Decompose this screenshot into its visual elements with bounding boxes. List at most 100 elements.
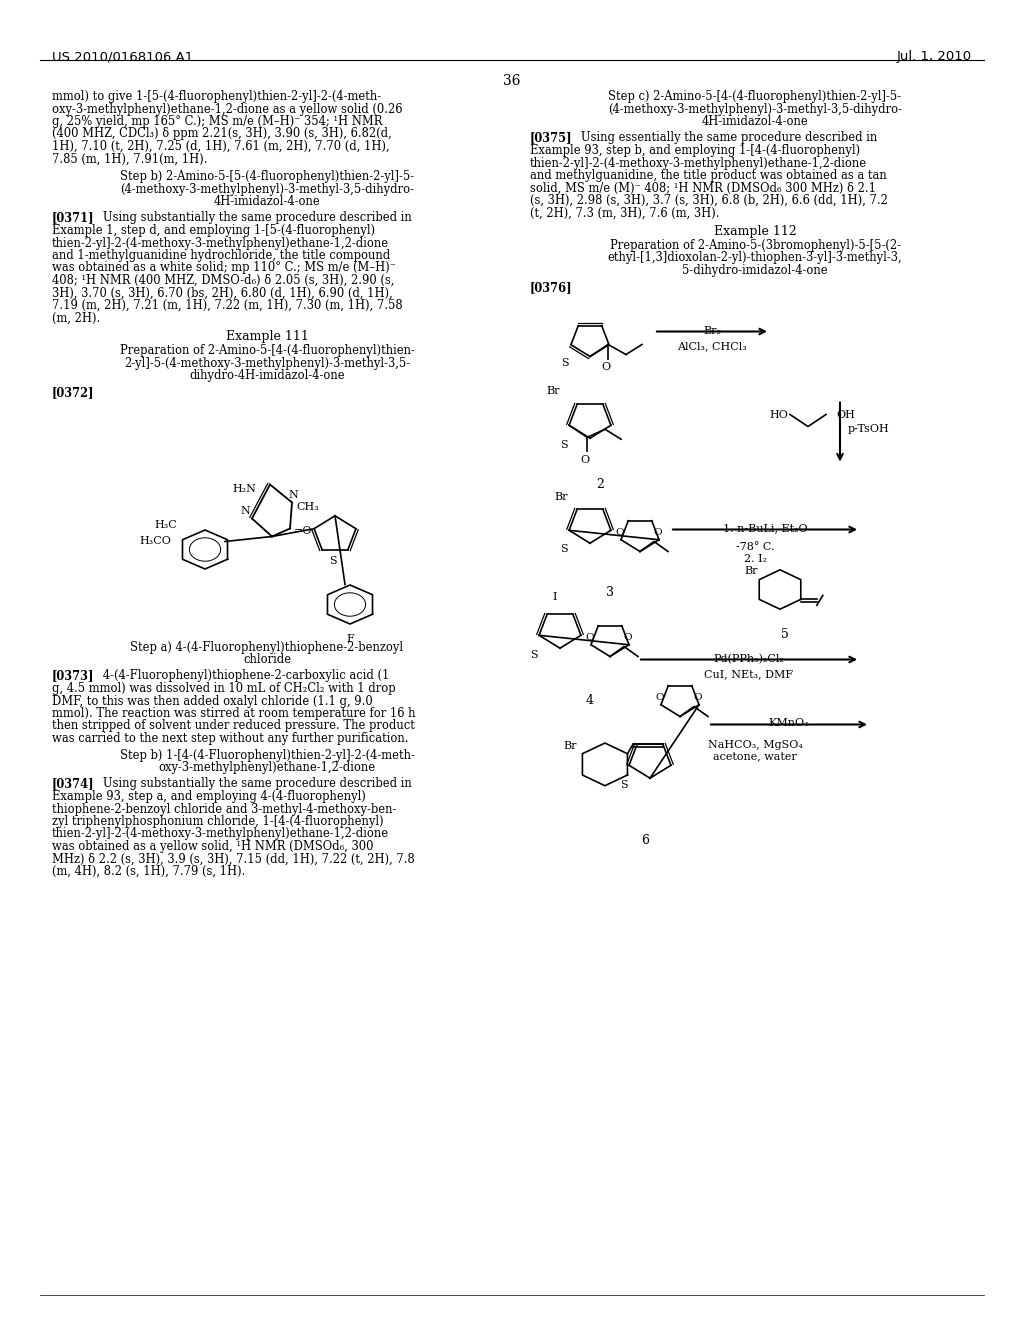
Text: Example 93, step b, and employing 1-[4-(4-fluorophenyl): Example 93, step b, and employing 1-[4-(… xyxy=(530,144,860,157)
Text: HO: HO xyxy=(769,409,788,420)
Text: NaHCO₃, MgSO₄: NaHCO₃, MgSO₄ xyxy=(708,739,803,750)
Text: chloride: chloride xyxy=(243,653,291,667)
Text: H₂N: H₂N xyxy=(232,483,256,494)
Text: H₃C: H₃C xyxy=(155,520,177,529)
Text: F: F xyxy=(346,635,354,644)
Text: US 2010/0168106 A1: US 2010/0168106 A1 xyxy=(52,50,194,63)
Text: Step b) 1-[4-(4-Fluorophenyl)thien-2-yl]-2-(4-meth-: Step b) 1-[4-(4-Fluorophenyl)thien-2-yl]… xyxy=(120,748,415,762)
Text: (m, 2H).: (m, 2H). xyxy=(52,312,100,325)
Text: Br₂: Br₂ xyxy=(703,326,721,335)
Text: g, 25% yield, mp 165° C.); MS m/e (M–H)⁻ 354; ¹H NMR: g, 25% yield, mp 165° C.); MS m/e (M–H)⁻… xyxy=(52,115,383,128)
Text: p-TsOH: p-TsOH xyxy=(848,425,890,434)
Text: (s, 3H), 2.98 (s, 3H), 3.7 (s, 3H), 6.8 (b, 2H), 6.6 (dd, 1H), 7.2: (s, 3H), 2.98 (s, 3H), 3.7 (s, 3H), 6.8 … xyxy=(530,194,888,207)
Text: 1. n-BuLi, Et₂O: 1. n-BuLi, Et₂O xyxy=(723,524,807,533)
Text: Using substantially the same procedure described in: Using substantially the same procedure d… xyxy=(92,211,412,224)
Text: 2-yl]-5-(4-methoxy-3-methylphenyl)-3-methyl-3,5-: 2-yl]-5-(4-methoxy-3-methylphenyl)-3-met… xyxy=(124,356,410,370)
Text: 7.85 (m, 1H), 7.91(m, 1H).: 7.85 (m, 1H), 7.91(m, 1H). xyxy=(52,153,208,165)
Text: 3H), 3.70 (s, 3H), 6.70 (bs, 2H), 6.80 (d, 1H), 6.90 (d, 1H),: 3H), 3.70 (s, 3H), 6.70 (bs, 2H), 6.80 (… xyxy=(52,286,393,300)
Text: Preparation of 2-Amino-5-(3bromophenyl)-5-[5-(2-: Preparation of 2-Amino-5-(3bromophenyl)-… xyxy=(609,239,900,252)
Text: 4H-imidazol-4-one: 4H-imidazol-4-one xyxy=(701,115,808,128)
Text: [0371]: [0371] xyxy=(52,211,94,224)
Text: ethyl-[1,3]dioxolan-2-yl)-thiophen-3-yl]-3-methyl-3,: ethyl-[1,3]dioxolan-2-yl)-thiophen-3-yl]… xyxy=(607,252,902,264)
Text: mmol) to give 1-[5-(4-fluorophenyl)thien-2-yl]-2-(4-meth-: mmol) to give 1-[5-(4-fluorophenyl)thien… xyxy=(52,90,381,103)
Text: OH: OH xyxy=(836,409,855,420)
Text: Pd(PPh₃)₂Cl₂: Pd(PPh₃)₂Cl₂ xyxy=(714,653,784,664)
Text: [0375]: [0375] xyxy=(530,132,572,144)
Text: Br: Br xyxy=(555,491,568,502)
Text: 7.19 (m, 2H), 7.21 (m, 1H), 7.22 (m, 1H), 7.30 (m, 1H), 7.58: 7.19 (m, 2H), 7.21 (m, 1H), 7.22 (m, 1H)… xyxy=(52,300,402,312)
Text: Jul. 1, 2010: Jul. 1, 2010 xyxy=(897,50,972,63)
Text: MHz) δ 2.2 (s, 3H), 3.9 (s, 3H), 7.15 (dd, 1H), 7.22 (t, 2H), 7.8: MHz) δ 2.2 (s, 3H), 3.9 (s, 3H), 7.15 (d… xyxy=(52,853,415,866)
Text: 4: 4 xyxy=(586,694,594,708)
Text: Example 93, step a, and employing 4-(4-fluorophenyl): Example 93, step a, and employing 4-(4-f… xyxy=(52,789,366,803)
Text: [0376]: [0376] xyxy=(530,281,572,294)
Text: [0374]: [0374] xyxy=(52,777,94,791)
Text: oxy-3-methylphenyl)ethane-1,2-dione: oxy-3-methylphenyl)ethane-1,2-dione xyxy=(159,762,376,774)
Text: O: O xyxy=(693,693,702,702)
Text: 5-dihydro-imidazol-4-one: 5-dihydro-imidazol-4-one xyxy=(682,264,827,277)
Text: g, 4.5 mmol) was dissolved in 10 mL of CH₂Cl₂ with 1 drop: g, 4.5 mmol) was dissolved in 10 mL of C… xyxy=(52,682,395,696)
Text: H₃CO: H₃CO xyxy=(139,536,171,546)
Text: 5: 5 xyxy=(781,627,788,640)
Text: was obtained as a yellow solid, ¹H NMR (DMSOd₆, 300: was obtained as a yellow solid, ¹H NMR (… xyxy=(52,840,374,853)
Text: thiophene-2-benzoyl chloride and 3-methyl-4-methoxy-ben-: thiophene-2-benzoyl chloride and 3-methy… xyxy=(52,803,396,816)
Text: 2. I₂: 2. I₂ xyxy=(743,554,767,565)
Text: Br: Br xyxy=(744,566,758,577)
Text: Example 1, step d, and employing 1-[5-(4-fluorophenyl): Example 1, step d, and employing 1-[5-(4… xyxy=(52,224,375,238)
Text: Example 112: Example 112 xyxy=(714,224,797,238)
Text: Using substantially the same procedure described in: Using substantially the same procedure d… xyxy=(92,777,412,791)
Text: 2: 2 xyxy=(596,478,604,491)
Text: I: I xyxy=(553,593,557,602)
Text: [0373]: [0373] xyxy=(52,669,94,682)
Text: (4-methoxy-3-methylphenyl)-3-methyl-3,5-dihydro-: (4-methoxy-3-methylphenyl)-3-methyl-3,5-… xyxy=(120,182,414,195)
Text: [0372]: [0372] xyxy=(52,387,94,400)
Text: O: O xyxy=(601,363,610,372)
Text: then stripped of solvent under reduced pressure. The product: then stripped of solvent under reduced p… xyxy=(52,719,415,733)
Text: zyl triphenylphosphonium chloride, 1-[4-(4-fluorophenyl): zyl triphenylphosphonium chloride, 1-[4-… xyxy=(52,814,384,828)
Text: N: N xyxy=(241,507,250,516)
Text: S: S xyxy=(561,358,568,367)
Text: DMF, to this was then added oxalyl chloride (1.1 g, 9.0: DMF, to this was then added oxalyl chlor… xyxy=(52,694,373,708)
Text: -78° C.: -78° C. xyxy=(736,543,774,553)
Text: Step a) 4-(4-Fluorophenyl)thiophene-2-benzoyl: Step a) 4-(4-Fluorophenyl)thiophene-2-be… xyxy=(130,640,403,653)
Text: Example 111: Example 111 xyxy=(225,330,308,343)
Text: 408; ¹H NMR (400 MHZ, DMSO-d₆) δ 2.05 (s, 3H), 2.90 (s,: 408; ¹H NMR (400 MHZ, DMSO-d₆) δ 2.05 (s… xyxy=(52,275,394,286)
Text: O: O xyxy=(615,528,625,537)
Text: (t, 2H), 7.3 (m, 3H), 7.6 (m, 3H).: (t, 2H), 7.3 (m, 3H), 7.6 (m, 3H). xyxy=(530,206,720,219)
Text: O: O xyxy=(653,528,663,537)
Text: S: S xyxy=(621,780,628,789)
Text: (400 MHZ, CDCl₃) δ ppm 2.21(s, 3H), 3.90 (s, 3H), 6.82(d,: (400 MHZ, CDCl₃) δ ppm 2.21(s, 3H), 3.90… xyxy=(52,128,392,140)
Text: S: S xyxy=(329,556,337,565)
Text: (m, 4H), 8.2 (s, 1H), 7.79 (s, 1H).: (m, 4H), 8.2 (s, 1H), 7.79 (s, 1H). xyxy=(52,865,246,878)
Text: 1H), 7.10 (t, 2H), 7.25 (d, 1H), 7.61 (m, 2H), 7.70 (d, 1H),: 1H), 7.10 (t, 2H), 7.25 (d, 1H), 7.61 (m… xyxy=(52,140,389,153)
Text: Br: Br xyxy=(563,742,577,751)
Text: O: O xyxy=(655,693,665,702)
Text: CuI, NEt₃, DMF: CuI, NEt₃, DMF xyxy=(705,669,794,680)
Text: AlCl₃, CHCl₃: AlCl₃, CHCl₃ xyxy=(677,342,746,351)
Text: S: S xyxy=(560,544,568,554)
Text: O: O xyxy=(581,455,590,465)
Text: =O: =O xyxy=(294,525,312,536)
Text: S: S xyxy=(530,649,538,660)
Text: (4-methoxy-3-methylphenyl)-3-methyl-3,5-dihydro-: (4-methoxy-3-methylphenyl)-3-methyl-3,5-… xyxy=(608,103,902,116)
Text: 4-(4-Fluorophenyl)thiophene-2-carboxylic acid (1: 4-(4-Fluorophenyl)thiophene-2-carboxylic… xyxy=(92,669,389,682)
Text: Step b) 2-Amino-5-[5-(4-fluorophenyl)thien-2-yl]-5-: Step b) 2-Amino-5-[5-(4-fluorophenyl)thi… xyxy=(120,170,414,183)
Text: solid, MS m/e (M)⁻ 408; ¹H NMR (DMSOd₆ 300 MHz) δ 2.1: solid, MS m/e (M)⁻ 408; ¹H NMR (DMSOd₆ 3… xyxy=(530,181,876,194)
Text: was obtained as a white solid; mp 110° C.; MS m/e (M–H)⁻: was obtained as a white solid; mp 110° C… xyxy=(52,261,396,275)
Text: was carried to the next step without any further purification.: was carried to the next step without any… xyxy=(52,733,409,744)
Text: thien-2-yl]-2-(4-methoxy-3-methylphenyl)ethane-1,2-dione: thien-2-yl]-2-(4-methoxy-3-methylphenyl)… xyxy=(52,236,389,249)
Text: mmol). The reaction was stirred at room temperature for 16 h: mmol). The reaction was stirred at room … xyxy=(52,708,416,719)
Text: O: O xyxy=(624,634,632,642)
Text: 36: 36 xyxy=(503,74,521,88)
Text: S: S xyxy=(560,440,568,450)
Text: KMnO₄: KMnO₄ xyxy=(769,718,809,729)
Text: thien-2-yl]-2-(4-methoxy-3-methylphenyl)ethane-1,2-dione: thien-2-yl]-2-(4-methoxy-3-methylphenyl)… xyxy=(530,157,867,169)
Text: Using essentially the same procedure described in: Using essentially the same procedure des… xyxy=(570,132,878,144)
Text: oxy-3-methylphenyl)ethane-1,2-dione as a yellow solid (0.26: oxy-3-methylphenyl)ethane-1,2-dione as a… xyxy=(52,103,402,116)
Text: acetone, water: acetone, water xyxy=(713,751,797,762)
Text: Br: Br xyxy=(547,387,560,396)
Text: N: N xyxy=(288,491,298,500)
Text: 4H-imidazol-4-one: 4H-imidazol-4-one xyxy=(214,195,321,209)
Text: CH₃: CH₃ xyxy=(296,502,318,511)
Text: Step c) 2-Amino-5-[4-(4-fluorophenyl)thien-2-yl]-5-: Step c) 2-Amino-5-[4-(4-fluorophenyl)thi… xyxy=(608,90,901,103)
